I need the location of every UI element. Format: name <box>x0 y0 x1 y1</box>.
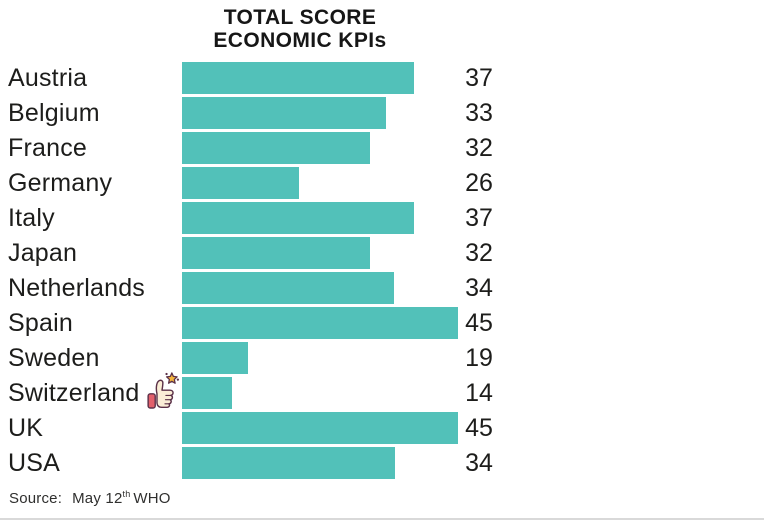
value-label: 32 <box>465 134 493 162</box>
category-label: USA <box>8 446 60 481</box>
chart-row: Japan 32 <box>0 236 560 271</box>
bar <box>182 132 370 164</box>
value-label: 37 <box>465 64 493 92</box>
category-label-text: Switzerland <box>8 379 140 407</box>
bar <box>182 62 414 94</box>
bar <box>182 272 394 304</box>
source-line: Source: May 12th WHO <box>9 489 171 508</box>
chart-row: Italy 37 <box>0 201 560 236</box>
chart-title-line1: TOTAL SCORE <box>223 6 377 29</box>
bar <box>182 377 232 409</box>
category-label-text: France <box>8 134 88 162</box>
value-label: 45 <box>465 414 493 442</box>
category-label: Netherlands <box>8 271 145 306</box>
bar <box>182 412 458 444</box>
category-label-text: UK <box>8 414 44 442</box>
category-label: Germany <box>8 166 112 201</box>
category-label-text: Germany <box>8 169 113 197</box>
value-label: 45 <box>465 309 493 337</box>
source-date: May 12 <box>72 490 123 507</box>
value-label: 26 <box>465 169 493 197</box>
category-label: France <box>8 131 87 166</box>
bar <box>182 342 248 374</box>
category-label: Austria <box>8 61 87 96</box>
chart-row: UK 45 <box>0 411 560 446</box>
chart-title-line2: ECONOMIC KPIs <box>213 29 387 52</box>
bottom-divider <box>0 518 764 520</box>
chart-row: USA 34 <box>0 446 560 481</box>
source-label: Source: <box>9 490 63 507</box>
category-label: Japan <box>8 236 77 271</box>
bar <box>182 97 386 129</box>
value-label: 14 <box>465 379 493 407</box>
value-label: 32 <box>465 239 493 267</box>
bar <box>182 307 458 339</box>
category-label: Switzerland <box>8 371 180 411</box>
bar <box>182 237 370 269</box>
chart-row: Sweden 19 <box>0 341 560 376</box>
bar <box>182 447 395 479</box>
category-label-text: Spain <box>8 309 73 337</box>
chart-row: France 32 <box>0 131 560 166</box>
source-superscript: th <box>122 489 131 499</box>
chart-row: Belgium 33 <box>0 96 560 131</box>
category-label: UK <box>8 411 43 446</box>
value-label: 19 <box>465 344 493 372</box>
category-label-text: Austria <box>8 64 88 92</box>
chart-row: Spain 45 <box>0 306 560 341</box>
category-label: Belgium <box>8 96 100 131</box>
chart-rows: Austria 37 Belgium 33 France 32 Germany … <box>0 61 560 481</box>
chart-row: Netherlands 34 <box>0 271 560 306</box>
chart-title: TOTAL SCORE ECONOMIC KPIs <box>0 6 600 52</box>
value-label: 37 <box>465 204 493 232</box>
bar <box>182 167 299 199</box>
chart-row: Austria 37 <box>0 61 560 96</box>
category-label-text: Sweden <box>8 344 100 372</box>
category-label: Sweden <box>8 341 100 376</box>
source-org: WHO <box>133 490 171 507</box>
chart-row: Switzerland 14 <box>0 371 560 411</box>
category-label: Spain <box>8 306 73 341</box>
value-label: 34 <box>465 449 493 477</box>
category-label-text: USA <box>8 449 61 477</box>
category-label-text: Italy <box>8 204 55 232</box>
category-label-text: Japan <box>8 239 78 267</box>
bar <box>182 202 414 234</box>
chart-row: Germany 26 <box>0 166 560 201</box>
category-label: Italy <box>8 201 55 236</box>
value-label: 34 <box>465 274 493 302</box>
thumbs-up-sticker-icon <box>146 370 180 412</box>
category-label-text: Netherlands <box>8 274 146 302</box>
value-label: 33 <box>465 99 493 127</box>
category-label-text: Belgium <box>8 99 100 127</box>
